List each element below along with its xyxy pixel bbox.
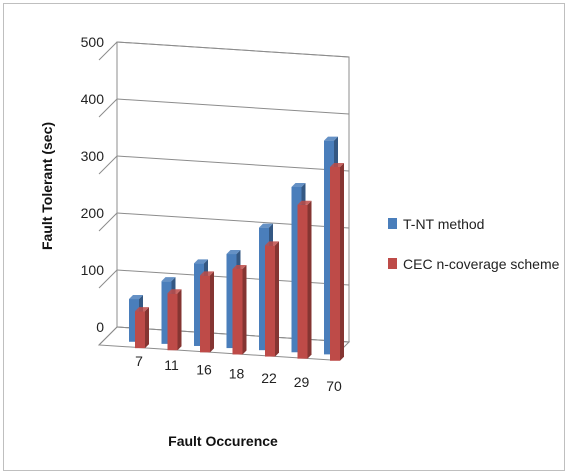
y-tick-label: 400 bbox=[81, 91, 105, 107]
bar-front bbox=[324, 140, 334, 355]
gridline-depth bbox=[98, 98, 118, 118]
bar-side bbox=[307, 200, 312, 359]
y-tick-label: 300 bbox=[81, 148, 105, 164]
x-tick-label: 7 bbox=[135, 353, 143, 369]
gridline-depth bbox=[98, 155, 118, 175]
bars bbox=[129, 136, 344, 361]
legend-label: CEC n-coverage scheme bbox=[403, 256, 560, 272]
bar-cec-n-coverage-scheme-22 bbox=[265, 241, 279, 357]
bar-cec-n-coverage-scheme-7 bbox=[135, 307, 149, 349]
bar-front bbox=[200, 275, 210, 353]
bar-front bbox=[330, 166, 340, 361]
bar-front bbox=[167, 293, 178, 351]
gridline-depth bbox=[98, 41, 118, 61]
gridline-depth bbox=[98, 269, 118, 289]
bar-cec-n-coverage-scheme-29 bbox=[297, 200, 312, 359]
bar-cec-n-coverage-scheme-70 bbox=[330, 162, 344, 361]
bar-side bbox=[242, 264, 247, 355]
bar-front bbox=[232, 268, 243, 355]
x-tick-label: 22 bbox=[261, 370, 277, 386]
bar-cec-n-coverage-scheme-16 bbox=[200, 271, 214, 353]
legend-label: T-NT method bbox=[403, 216, 484, 232]
gridline-depth bbox=[98, 212, 118, 232]
legend: T-NT method CEC n-coverage scheme bbox=[388, 216, 560, 272]
x-tick-label: 11 bbox=[164, 357, 179, 373]
bar-front bbox=[135, 311, 145, 349]
x-tick-label: 18 bbox=[229, 366, 245, 382]
bar-side bbox=[145, 307, 149, 349]
bar-side bbox=[177, 289, 182, 351]
gridline bbox=[116, 41, 350, 58]
bar-top bbox=[232, 264, 247, 269]
bar-side bbox=[340, 162, 344, 361]
bar-front bbox=[129, 299, 139, 342]
bar-top bbox=[135, 307, 149, 312]
chart-frame: 0 100 200 300 400 500 7 11 16 18 22 29 70 Fault Tol… bbox=[3, 3, 565, 471]
bar-top bbox=[259, 223, 273, 228]
bar-cec-n-coverage-scheme-11 bbox=[167, 289, 182, 351]
bar-front bbox=[194, 263, 204, 346]
x-axis-title: Fault Occurence bbox=[168, 433, 278, 449]
bar-front bbox=[259, 227, 269, 351]
bar-top bbox=[324, 136, 338, 141]
bar-front bbox=[265, 245, 275, 357]
bar-top bbox=[161, 277, 176, 282]
bar-top bbox=[291, 182, 306, 187]
x-tick-label: 70 bbox=[326, 378, 342, 394]
bar-top bbox=[265, 241, 279, 246]
legend-swatch bbox=[388, 258, 397, 269]
bar-side bbox=[275, 241, 279, 357]
y-tick-label: 200 bbox=[81, 205, 105, 221]
gridline bbox=[116, 155, 350, 172]
x-tick-label: 16 bbox=[196, 361, 212, 377]
y-tick-label: 0 bbox=[96, 319, 104, 335]
bar-top bbox=[129, 295, 143, 300]
x-tick-labels: 7 11 16 18 22 29 70 bbox=[135, 353, 342, 394]
gridline bbox=[116, 98, 350, 115]
x-tick-label: 29 bbox=[294, 374, 310, 390]
bar-front bbox=[297, 204, 308, 359]
y-tick-labels: 0 100 200 300 400 500 bbox=[81, 34, 105, 335]
bar-front bbox=[161, 281, 172, 344]
bar-cec-n-coverage-scheme-18 bbox=[232, 264, 247, 355]
bar-front bbox=[226, 254, 237, 349]
y-axis-title: Fault Tolerant (sec) bbox=[39, 122, 55, 250]
y-tick-label: 100 bbox=[81, 262, 105, 278]
chart-svg: 0 100 200 300 400 500 7 11 16 18 22 29 70 Fault Tol… bbox=[39, 34, 560, 449]
y-tick-label: 500 bbox=[81, 34, 105, 50]
legend-swatch bbox=[388, 218, 397, 229]
bar-front bbox=[291, 186, 302, 353]
gridline-depth bbox=[98, 326, 118, 346]
bar-top bbox=[167, 289, 182, 294]
bar-top bbox=[226, 250, 241, 255]
bar-top bbox=[194, 259, 208, 264]
bar-top bbox=[297, 200, 312, 205]
bar-top bbox=[330, 162, 344, 167]
bar-top bbox=[200, 271, 214, 276]
bar-side bbox=[210, 271, 214, 353]
